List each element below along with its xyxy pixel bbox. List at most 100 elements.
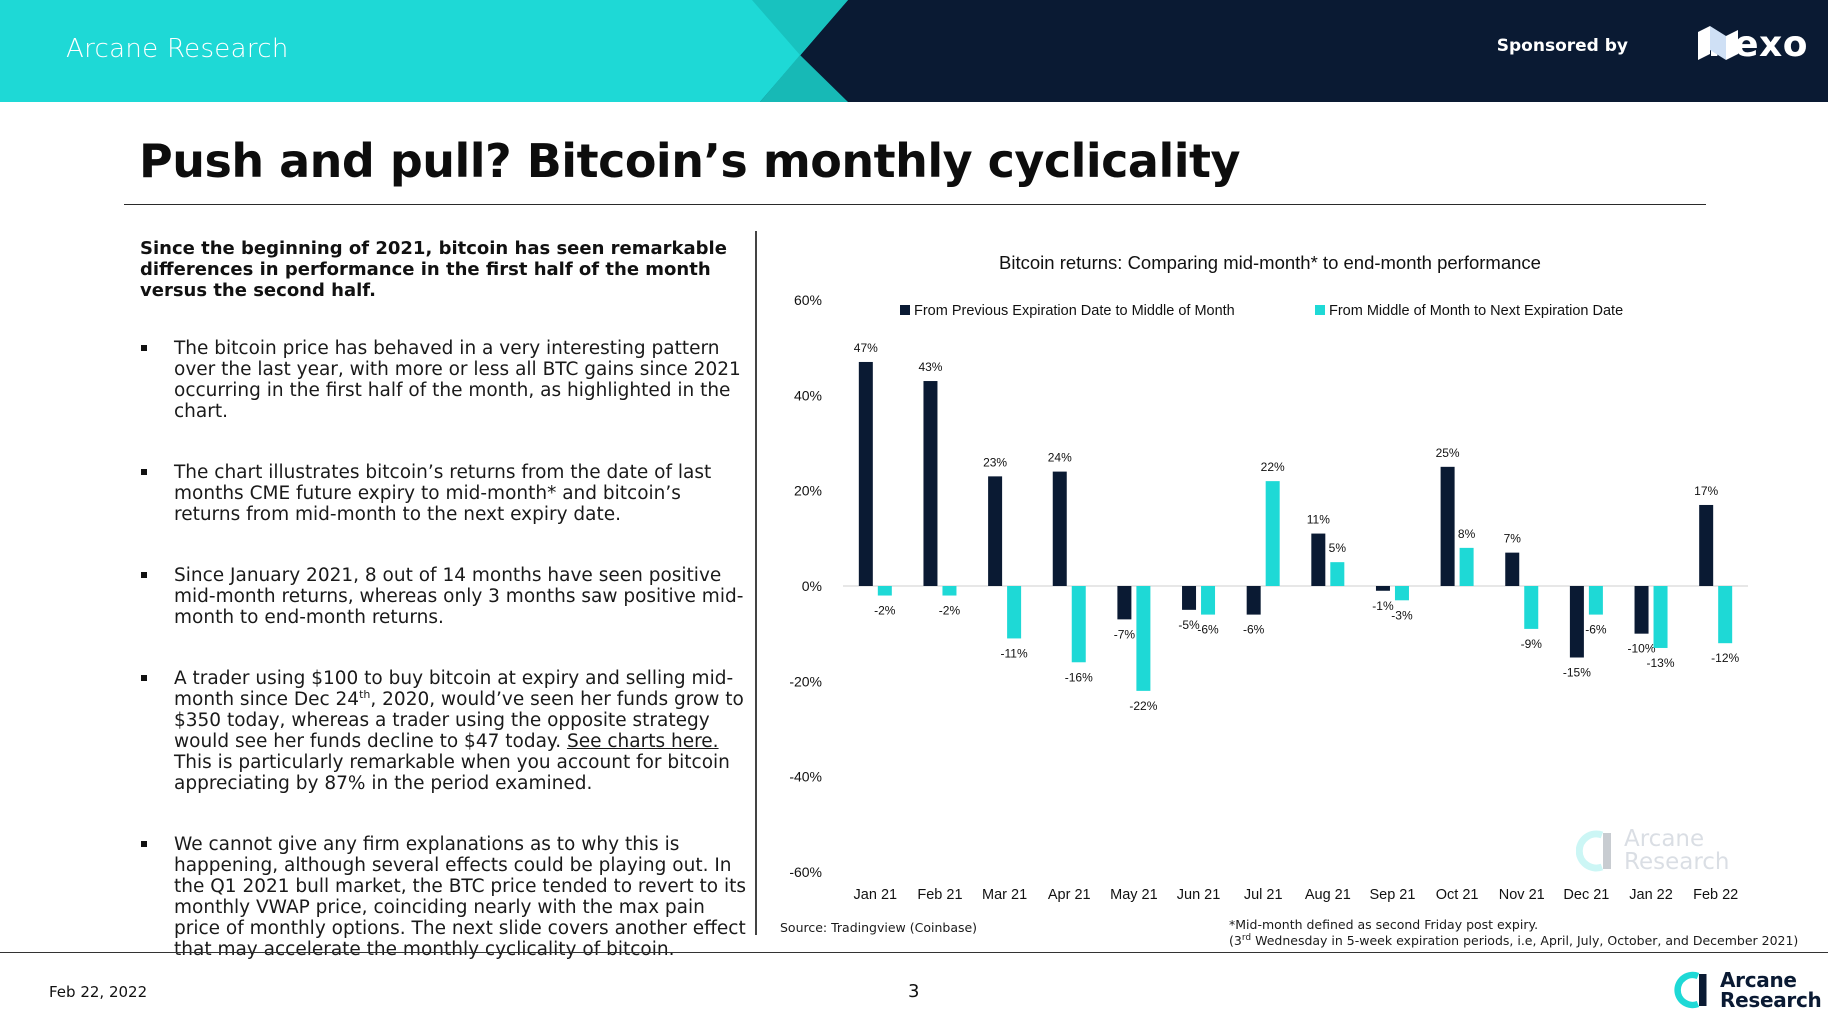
legend-label: From Middle of Month to Next Expiration … xyxy=(1329,303,1623,319)
title-divider xyxy=(124,204,1706,205)
sponsor-label: Sponsored by xyxy=(1496,36,1628,56)
bar xyxy=(1246,586,1261,615)
bullet-list: The bitcoin price has behaved in a very … xyxy=(140,338,750,1000)
data-label: 43% xyxy=(918,360,942,374)
bar xyxy=(1653,586,1668,648)
chart-title: Bitcoin returns: Comparing mid-month* to… xyxy=(999,252,1541,273)
bullet-item: We cannot give any firm explanations as … xyxy=(140,834,750,960)
bullet-text: The chart illustrates bitcoin’s returns … xyxy=(174,462,712,525)
bar xyxy=(1718,586,1733,644)
data-label: 47% xyxy=(854,341,878,355)
x-tick-label: Nov 21 xyxy=(1499,887,1545,903)
bar xyxy=(1007,586,1022,639)
bar xyxy=(858,361,873,586)
bullet-text: A trader using $100 to buy bitcoin at ex… xyxy=(174,668,734,710)
data-label: -10% xyxy=(1628,642,1656,656)
y-tick-label: 40% xyxy=(794,387,822,403)
column-divider xyxy=(755,231,757,935)
bar xyxy=(1588,586,1603,615)
footer-divider xyxy=(0,952,1828,953)
brand-name: Arcane Research xyxy=(66,34,289,64)
bar xyxy=(942,586,957,596)
x-tick-label: Jan 21 xyxy=(854,887,898,903)
data-label: 5% xyxy=(1329,541,1347,555)
bar xyxy=(877,586,892,596)
data-label: -12% xyxy=(1711,651,1739,665)
nexo-logo: nexo xyxy=(1696,24,1808,65)
watermark-logo: Arcane Research xyxy=(1576,828,1730,874)
bullet-text: This is particularly remarkable when you… xyxy=(174,752,730,794)
x-tick-label: Apr 21 xyxy=(1048,887,1091,903)
bullet-item: Since January 2021, 8 out of 14 months h… xyxy=(140,565,750,628)
ordinal-suffix: th xyxy=(359,687,371,701)
bar xyxy=(923,381,938,586)
bar xyxy=(1311,533,1326,586)
legend-label: From Previous Expiration Date to Middle … xyxy=(914,303,1235,319)
y-tick-label: 60% xyxy=(794,292,822,308)
data-label: -6% xyxy=(1197,623,1219,637)
bar xyxy=(1265,481,1280,586)
page-title: Push and pull? Bitcoin’s monthly cyclica… xyxy=(139,134,1240,188)
x-tick-label: Feb 22 xyxy=(1693,887,1738,903)
chart-source: Source: Tradingview (Coinbase) xyxy=(780,920,978,935)
bar xyxy=(1394,586,1409,601)
bar xyxy=(988,476,1003,586)
data-label: 25% xyxy=(1436,446,1460,460)
bar xyxy=(1182,586,1197,610)
charts-link[interactable]: See charts here. xyxy=(566,731,719,752)
data-label: 24% xyxy=(1048,451,1072,465)
ordinal-suffix: rd xyxy=(1241,932,1252,943)
bullet-text: The bitcoin price has behaved in a very … xyxy=(174,338,741,422)
returns-chart: Bitcoin returns: Comparing mid-month* to… xyxy=(789,252,1748,903)
chart-footnote: *Mid-month defined as second Friday post… xyxy=(1229,917,1798,949)
bar xyxy=(1375,586,1390,591)
footnote-text: (3 xyxy=(1229,933,1242,948)
bar xyxy=(1440,466,1455,586)
bullet-text: Since January 2021, 8 out of 14 months h… xyxy=(174,565,744,628)
watermark-line: Arcane xyxy=(1624,826,1705,852)
x-tick-label: Feb 21 xyxy=(917,887,962,903)
x-tick-label: Sep 21 xyxy=(1369,887,1415,903)
intro-paragraph: Since the beginning of 2021, bitcoin has… xyxy=(140,238,727,301)
x-tick-label: Mar 21 xyxy=(982,887,1027,903)
bar xyxy=(1699,504,1714,586)
bar xyxy=(1569,586,1584,658)
page-number: 3 xyxy=(908,981,920,1002)
bullet-square-icon xyxy=(141,345,147,351)
data-label: -11% xyxy=(1001,646,1028,660)
x-tick-label: Oct 21 xyxy=(1436,887,1479,903)
bar xyxy=(1330,562,1345,586)
data-label: -2% xyxy=(874,604,896,618)
bar xyxy=(1117,586,1132,620)
nexo-logo-icon xyxy=(1698,26,1738,60)
data-label: -6% xyxy=(1585,623,1607,637)
bullet-text: , 2020, would’ve seen her funds grow to … xyxy=(174,689,744,752)
data-label: -22% xyxy=(1129,699,1157,713)
footnote-line: (3rd Wednesday in 5-week expiration peri… xyxy=(1229,933,1798,949)
bullet-item: The chart illustrates bitcoin’s returns … xyxy=(140,462,750,525)
bar xyxy=(1505,552,1520,586)
bar xyxy=(1136,586,1151,691)
data-label: -15% xyxy=(1563,666,1591,680)
x-tick-label: Jan 22 xyxy=(1629,887,1673,903)
bar xyxy=(1634,586,1649,634)
data-label: -16% xyxy=(1065,670,1093,684)
y-tick-label: -20% xyxy=(789,673,822,689)
arcane-logo: Arcane Research xyxy=(1674,970,1822,1010)
data-label: 7% xyxy=(1504,532,1522,546)
header-background xyxy=(0,0,848,102)
x-tick-label: Jul 21 xyxy=(1244,887,1283,903)
header-bar: Arcane Research Sponsored by nexo xyxy=(0,0,1828,102)
bullet-item: The bitcoin price has behaved in a very … xyxy=(140,338,750,422)
y-tick-label: 0% xyxy=(802,578,822,594)
watermark-line: Research xyxy=(1624,849,1730,875)
bar xyxy=(1524,586,1539,629)
bullet-square-icon xyxy=(141,469,147,475)
x-tick-label: May 21 xyxy=(1110,887,1158,903)
data-label: -9% xyxy=(1521,637,1543,651)
bullet-square-icon xyxy=(141,675,147,681)
y-tick-label: 20% xyxy=(794,483,822,499)
x-tick-label: Aug 21 xyxy=(1305,887,1351,903)
legend-swatch xyxy=(1315,305,1325,315)
data-label: 22% xyxy=(1261,460,1285,474)
